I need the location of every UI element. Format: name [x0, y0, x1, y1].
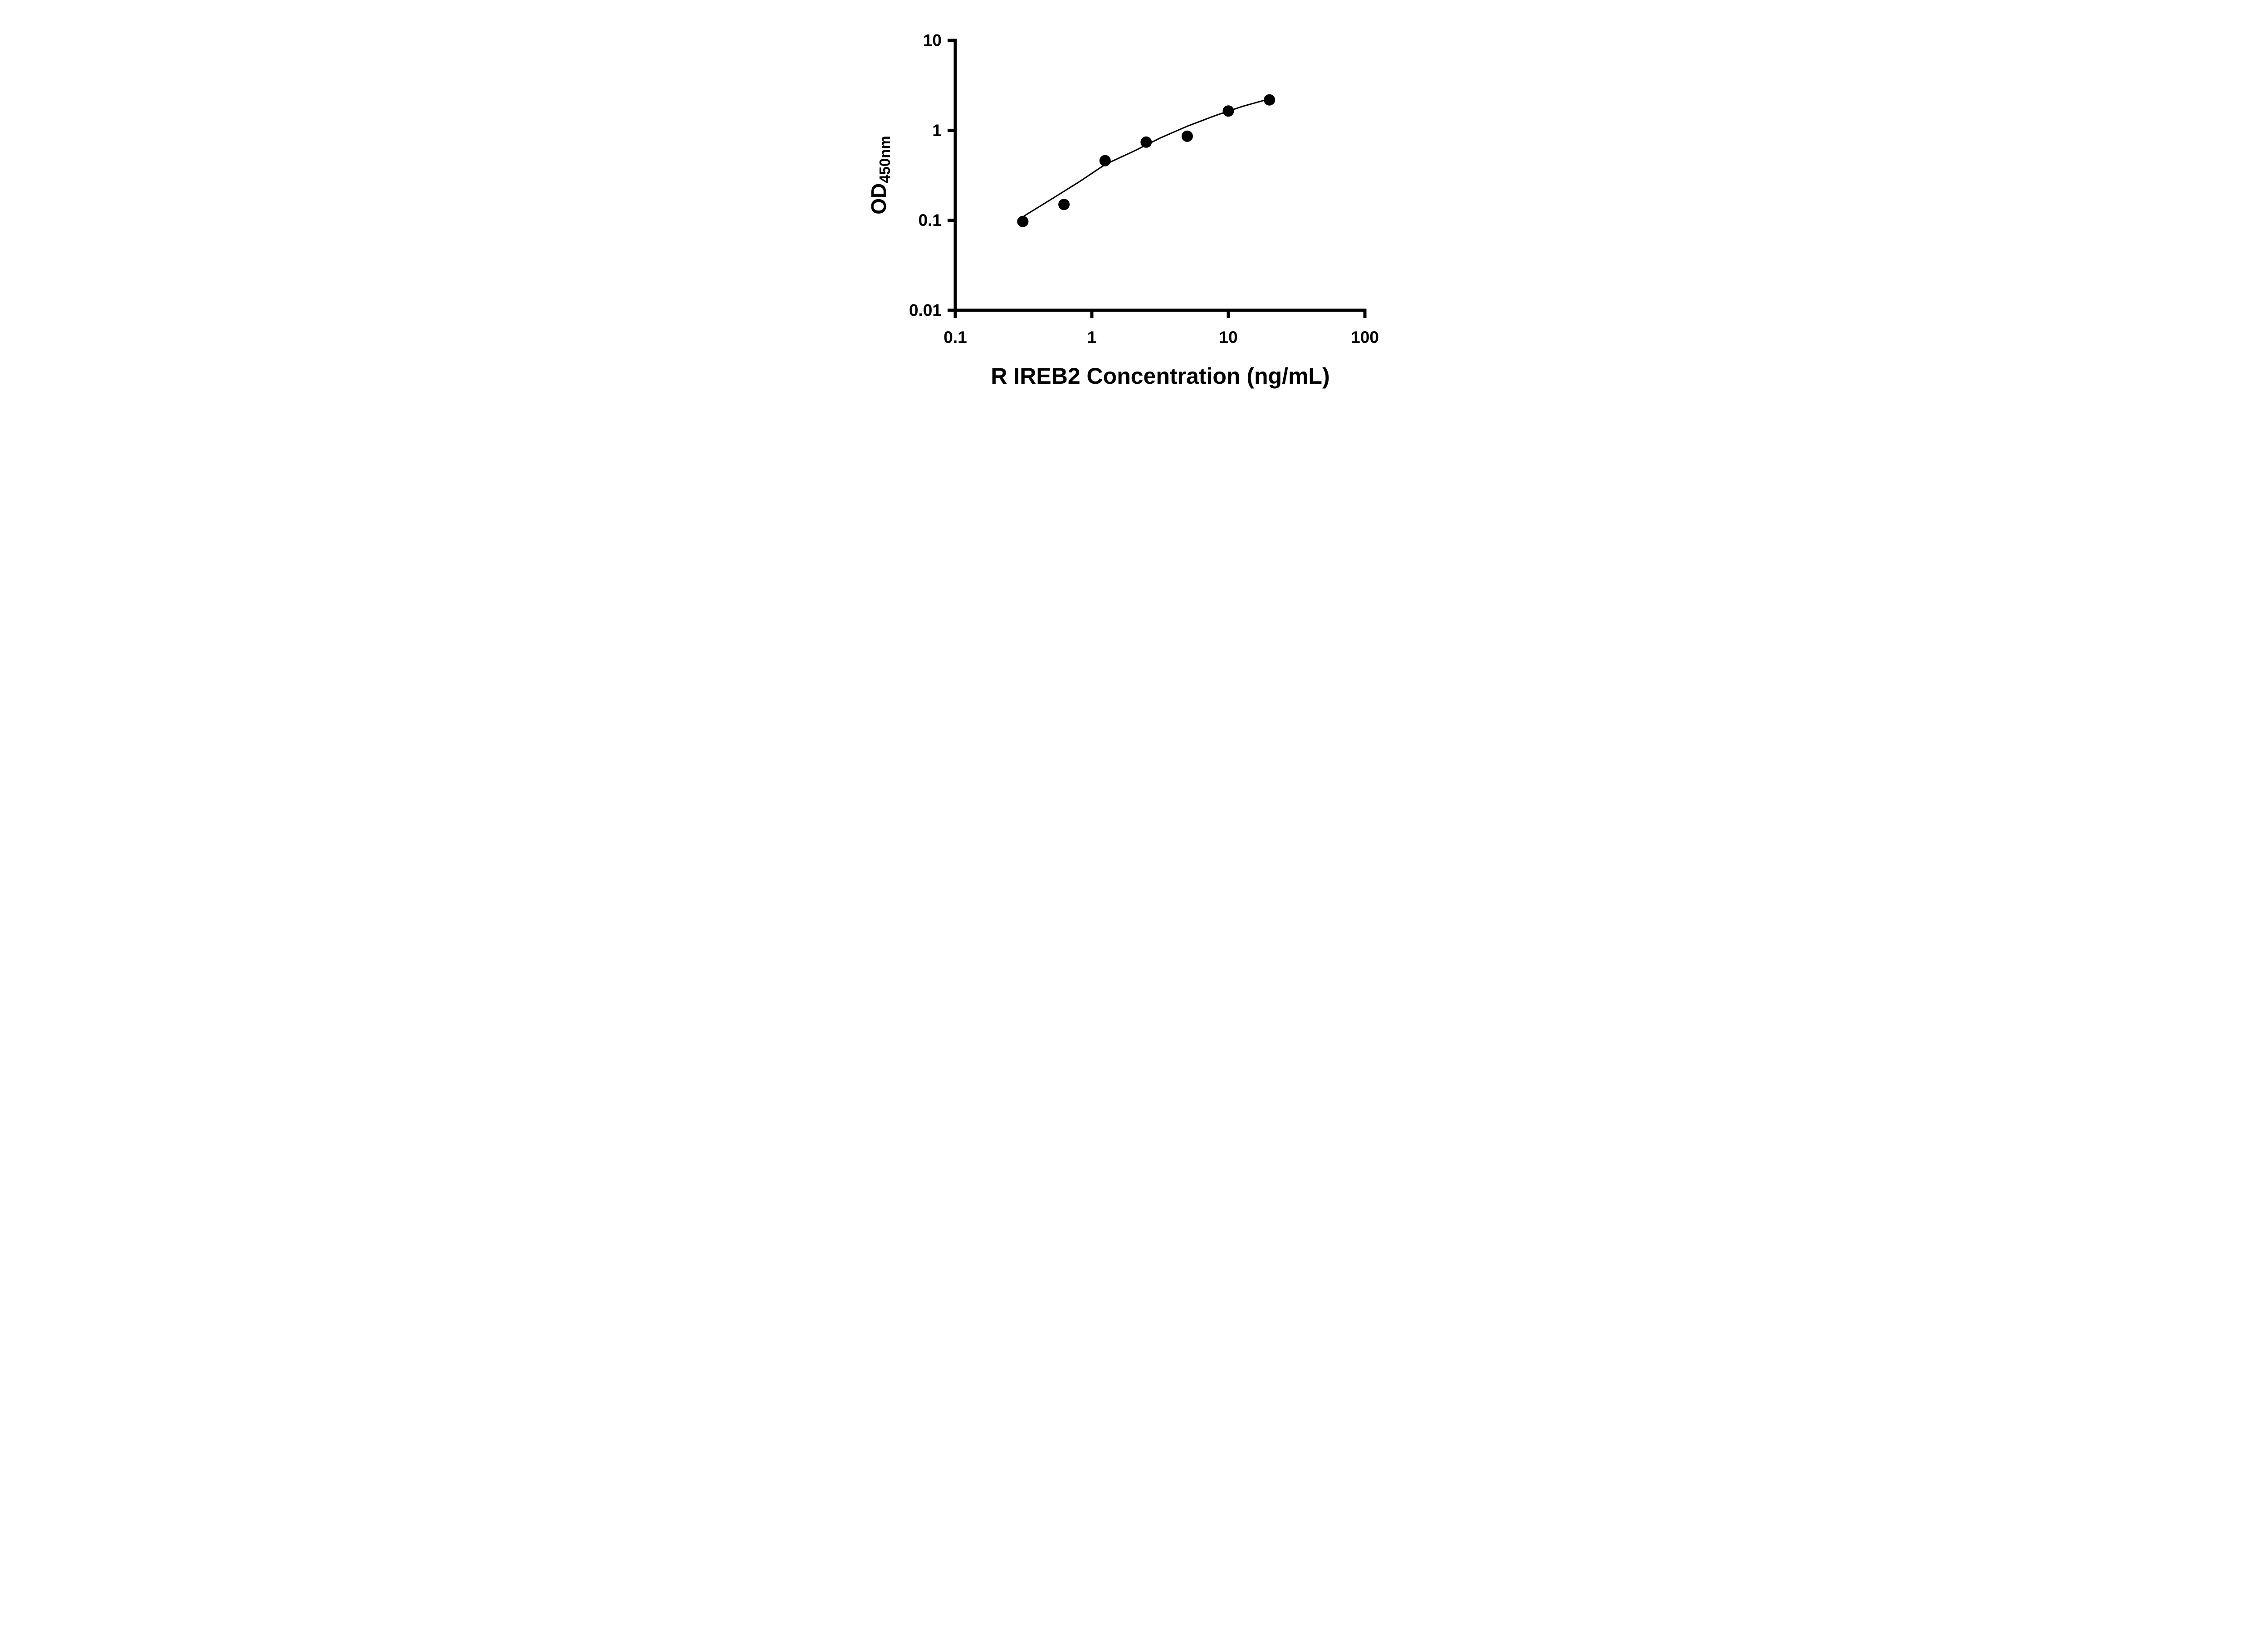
- y-tick-label: 1: [932, 121, 942, 140]
- data-point: [1181, 130, 1193, 142]
- y-tick-label: 0.01: [909, 301, 941, 320]
- y-tick-label: 10: [923, 31, 941, 50]
- trend-line: [1023, 98, 1270, 217]
- data-point: [1017, 215, 1028, 227]
- data-point: [1099, 155, 1111, 166]
- x-tick-label: 1: [1087, 328, 1096, 347]
- x-axis-title: R IREB2 Concentration (ng/mL): [991, 363, 1330, 389]
- elisa-standard-curve-figure: 0.01 0.1 1 10 0.1 1 10 100 R IREB2 Concentrati…: [842, 0, 1426, 408]
- x-axis-ticks: 0.1 1 10 100: [943, 308, 1379, 347]
- x-tick-label: 0.1: [943, 328, 967, 347]
- data-points: [1017, 94, 1275, 227]
- x-tick-label: 10: [1219, 328, 1237, 347]
- data-point: [1263, 94, 1275, 106]
- data-point: [1222, 105, 1234, 117]
- y-tick-label: 0.1: [918, 211, 941, 230]
- y-axis-title: OD450nm: [867, 136, 893, 215]
- data-point: [1140, 136, 1152, 148]
- data-point: [1058, 199, 1070, 210]
- y-axis-title-main: OD: [867, 183, 890, 215]
- y-axis-ticks: 0.01 0.1 1 10: [909, 31, 957, 320]
- y-axis-title-subscript: 450nm: [876, 136, 893, 183]
- x-tick-label: 100: [1351, 328, 1379, 347]
- svg-text:OD450nm: OD450nm: [867, 136, 893, 215]
- axes: [953, 39, 1366, 312]
